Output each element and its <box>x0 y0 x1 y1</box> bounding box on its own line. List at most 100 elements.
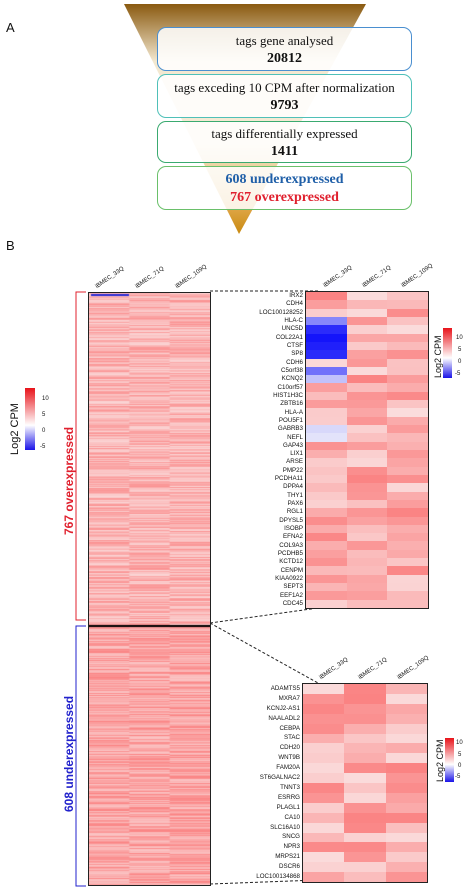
heatmap-cell <box>306 483 348 493</box>
heatmap-cell <box>387 366 429 376</box>
heatmap-cell <box>387 450 429 459</box>
heatmap-cell <box>346 508 388 518</box>
heatmap-cell <box>385 872 428 883</box>
heatmap-cell <box>306 566 348 576</box>
heatmap-cell <box>303 802 345 814</box>
heatmap-cell <box>306 383 348 393</box>
heatmap-cell <box>346 308 388 318</box>
gene-label: UNC5D <box>281 325 303 333</box>
heatmap-cell <box>387 466 429 476</box>
funnel-box-cpm: tags exceding 10 CPM after normalization… <box>157 74 412 118</box>
heatmap-cell <box>346 350 388 360</box>
heatmap-cell <box>306 416 348 426</box>
heatmap-cell <box>346 566 388 576</box>
heatmap-cell <box>387 341 429 351</box>
heatmap-cell <box>346 441 388 451</box>
heatmap-cell <box>344 713 387 725</box>
heatmap-cell <box>344 862 387 873</box>
lower-cbar-tick-5: 5 <box>458 752 462 758</box>
heatmap-cell <box>387 383 429 393</box>
heatmap-cell <box>387 391 429 401</box>
heatmap-cell <box>306 591 348 601</box>
lower-col-label-1: iBMEC_33Q <box>318 656 350 681</box>
heatmap-cell <box>346 524 388 534</box>
funnel-box-summary: 608 underexpressed 767 overexpressed <box>157 166 412 210</box>
gene-label: STAC <box>283 734 300 742</box>
funnel-box-differential: tags differentially expressed 1411 <box>157 121 412 163</box>
heatmap-cell <box>306 441 348 451</box>
upper-colorbar <box>443 328 452 378</box>
heatmap-cell <box>346 292 388 301</box>
heatmap-cell <box>387 300 429 310</box>
left-cbar-title: Log2 CPM <box>9 403 21 455</box>
heatmap-cell <box>346 558 388 567</box>
heatmap-cell <box>303 743 345 754</box>
main-col-label-1: iBMEC_33Q <box>94 265 126 290</box>
heatmap-cell <box>387 375 429 384</box>
heatmap-cell <box>344 743 387 754</box>
heatmap-cell <box>387 308 429 318</box>
gene-label: PAX6 <box>287 500 303 508</box>
heatmap-cell <box>385 802 428 814</box>
heatmap-cell <box>385 822 428 833</box>
heatmap-cell <box>385 862 428 873</box>
heatmap-cell <box>387 533 429 542</box>
gene-label: PCDHA11 <box>274 475 303 483</box>
heatmap-cell <box>346 583 388 592</box>
gene-label: KCTD12 <box>279 558 303 566</box>
heatmap-cell <box>346 483 388 493</box>
heatmap-cell <box>303 684 345 695</box>
heatmap-cell <box>387 408 429 418</box>
heatmap-cell <box>346 491 388 501</box>
heatmap-cell <box>385 753 428 764</box>
differential-value: 1411 <box>270 144 299 159</box>
heatmap-cell <box>387 433 429 443</box>
heatmap-cell <box>387 333 429 343</box>
upper-col-label-1: iBMEC_33Q <box>322 264 354 289</box>
heatmap-cell <box>385 773 428 784</box>
left-cbar-tick-0: 0 <box>42 428 46 434</box>
gene-label: ISOBP <box>284 525 303 532</box>
heatmap-cell <box>346 341 388 351</box>
heatmap-cell <box>346 433 388 443</box>
gene-label: COL9A3 <box>279 541 303 549</box>
heatmap-cell <box>385 812 428 824</box>
zoom-connectors <box>210 290 319 885</box>
heatmap-cell <box>387 325 429 335</box>
heatmap-cell <box>344 733 387 744</box>
gene-label: GABRB3 <box>277 425 303 433</box>
heatmap-cell <box>387 441 429 451</box>
analysed-value: 20812 <box>267 51 302 66</box>
heatmap-cell <box>303 753 345 764</box>
gene-label: DPYSL5 <box>279 516 303 524</box>
heatmap-cell <box>346 375 388 384</box>
heatmap-cell <box>387 566 429 576</box>
gene-label: SLC16A10 <box>270 823 300 831</box>
upper-zoom-heatmap <box>305 291 429 609</box>
cpm-label: tags exceding 10 CPM after normalization <box>174 80 395 95</box>
gene-label: CENPM <box>280 566 303 574</box>
lower-col-label-2: iBMEC_71Q <box>357 656 389 681</box>
heatmap-cell <box>303 822 345 833</box>
heatmap-cell <box>346 499 388 509</box>
heatmap-cell <box>306 325 348 335</box>
lower-zoom-heatmap <box>302 683 428 883</box>
gene-label: SP8 <box>291 350 303 358</box>
gene-label: WNT9B <box>278 754 300 762</box>
heatmap-cell <box>306 533 348 542</box>
heatmap-cell <box>385 783 428 794</box>
heatmap-cell <box>344 693 387 705</box>
heatmap-cell <box>303 842 345 853</box>
heatmap-cell <box>346 333 388 343</box>
heatmap-cell <box>344 822 387 833</box>
heatmap-cell <box>303 852 345 863</box>
gene-label: TNNT3 <box>280 783 300 791</box>
upper-cbar-tick-minus5: -5 <box>455 371 461 377</box>
gene-label: COL22A1 <box>275 333 303 341</box>
heatmap-cell <box>387 483 429 493</box>
heatmap-cell <box>346 450 388 459</box>
gene-label: HLA-A <box>284 408 303 416</box>
differential-label: tags differentially expressed <box>211 126 358 141</box>
heatmap-cell <box>387 458 429 468</box>
heatmap-cell <box>303 783 345 794</box>
